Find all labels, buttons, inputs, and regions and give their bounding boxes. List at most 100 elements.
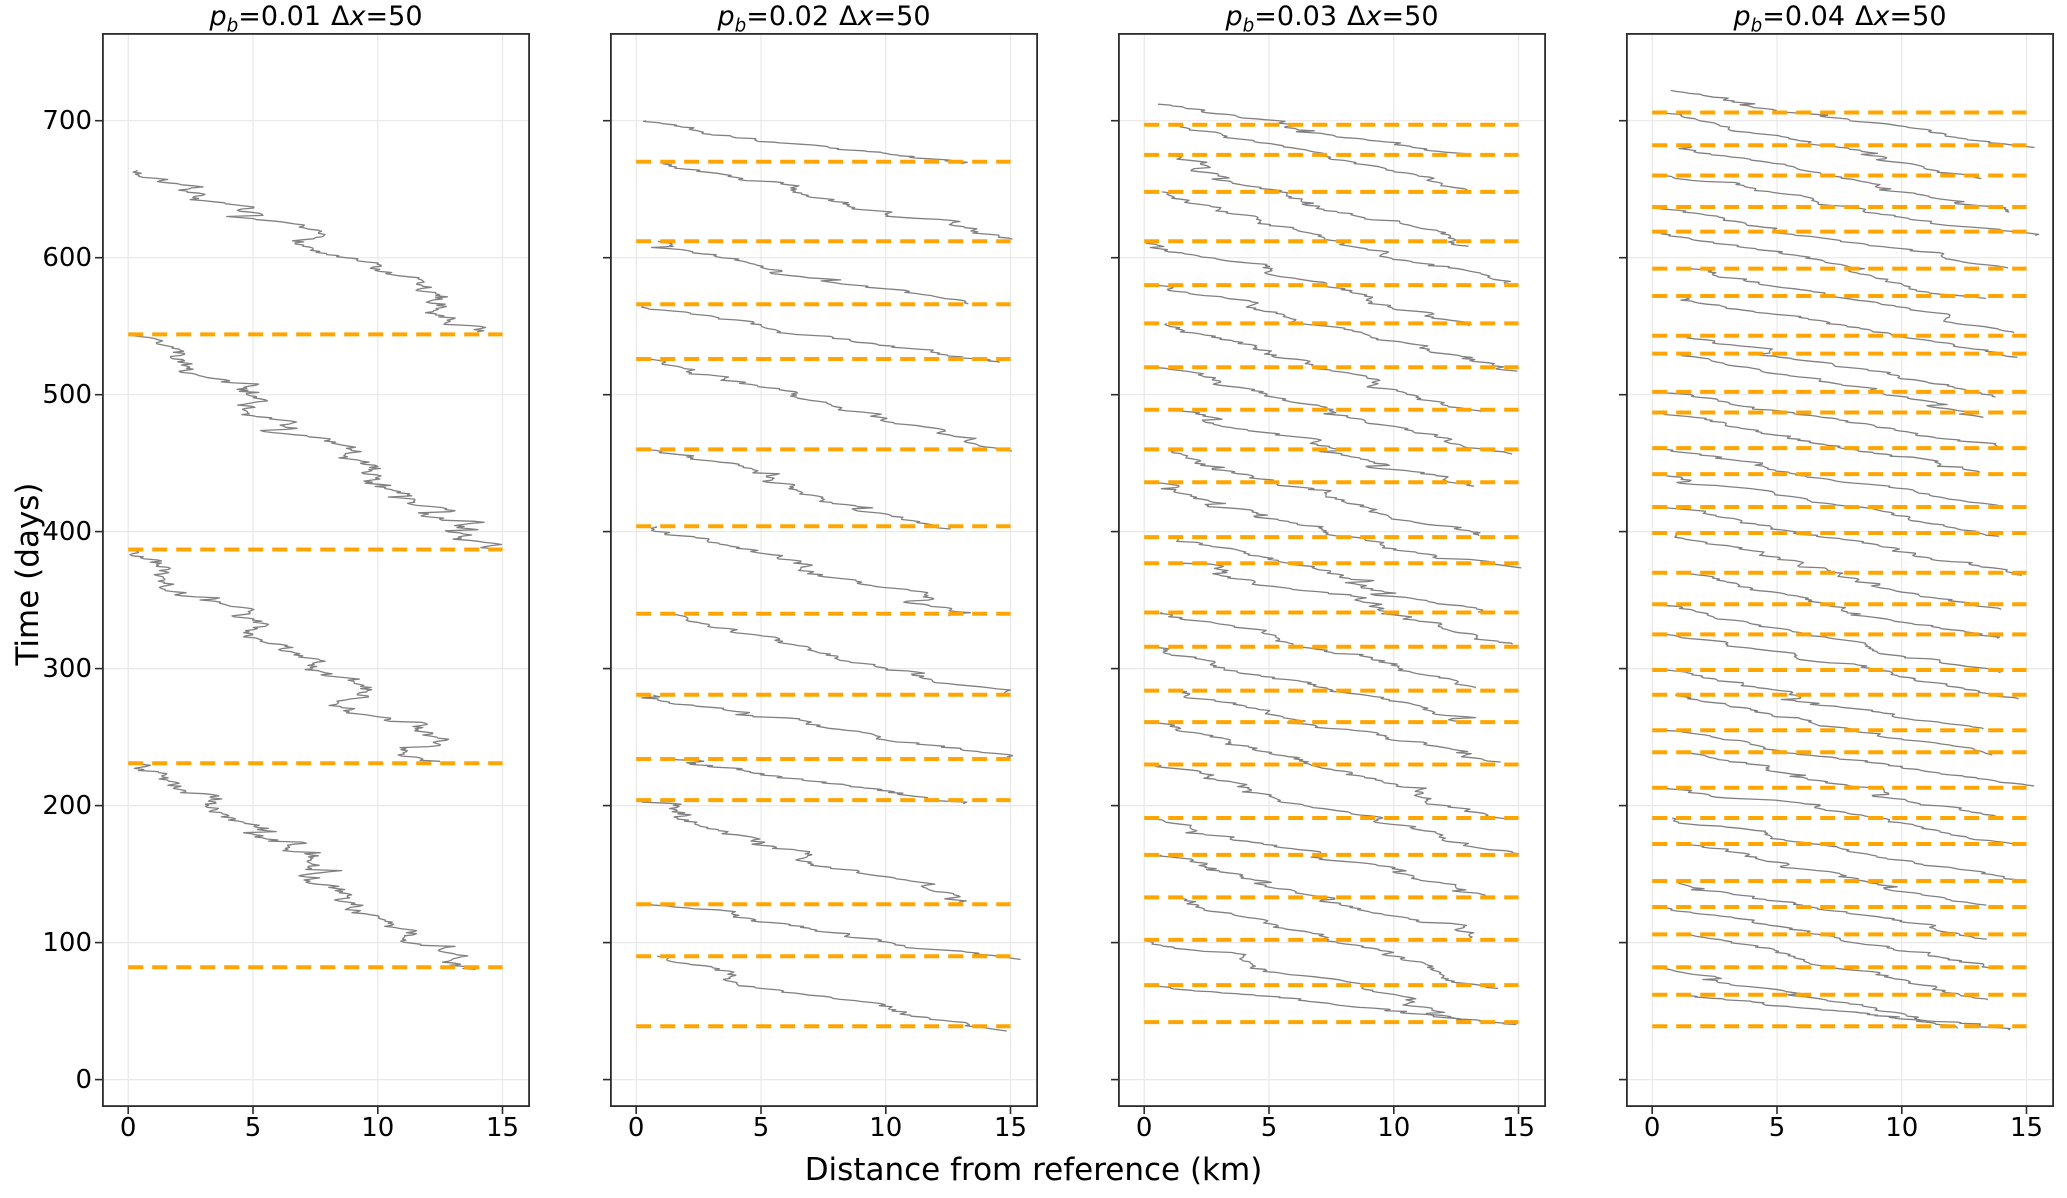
migration-trajectory: [1667, 669, 1984, 730]
plot-area-pb-0.01: [95, 32, 531, 1114]
x-tick-label: 0: [627, 1113, 645, 1143]
title-value2: =50: [1381, 1, 1439, 32]
title-value: =0.01: [238, 1, 322, 32]
y-tick-label: 400: [42, 516, 92, 547]
migration-trajectory: [1176, 124, 1468, 191]
x-tick-label: 0: [1135, 1113, 1153, 1143]
subplot-title-1: pb=0.01 Δx=50: [102, 1, 530, 37]
migration-trajectory: [1664, 391, 1998, 447]
migration-trajectory: [1155, 284, 1518, 372]
migration-trajectory: [1171, 896, 1499, 990]
migration-trajectory: [1677, 295, 2018, 358]
title-var-x: x: [349, 1, 366, 32]
title-delta: Δ: [1855, 1, 1874, 32]
migration-trajectory: [657, 955, 1007, 1032]
title-var-x: x: [857, 1, 874, 32]
title-value: =0.03: [1254, 1, 1338, 32]
migration-trajectory: [1677, 880, 1987, 940]
migration-trajectory: [1176, 536, 1484, 613]
title-var-x: x: [1873, 1, 1890, 32]
title-value2: =50: [1889, 1, 1947, 32]
migration-trajectory: [641, 694, 1014, 759]
migration-trajectory: [1180, 562, 1513, 645]
migration-trajectory: [1661, 447, 2004, 509]
migration-trajectory: [1655, 966, 1959, 1029]
migration-trajectory: [1659, 729, 2035, 787]
migration-trajectory: [641, 303, 1000, 363]
x-tick-label: 5: [1260, 1113, 1278, 1143]
migration-trajectory: [1666, 787, 2016, 845]
y-tick-label: 500: [42, 379, 92, 410]
plot-area-pb-0.02: [603, 32, 1039, 1114]
migration-trajectory: [1170, 154, 1469, 247]
migration-trajectory: [129, 334, 503, 551]
x-tick-label: 10: [1885, 1113, 1919, 1143]
plot-area-pb-0.04: [1619, 32, 2055, 1114]
migration-trajectory: [1153, 763, 1520, 855]
y-tick-label: 700: [42, 105, 92, 136]
axes-spine: [1117, 32, 1547, 1107]
migration-trajectory: [1686, 843, 1987, 906]
title-var-x: x: [1365, 1, 1382, 32]
migration-trajectory: [1670, 89, 2035, 149]
migration-trajectory: [1661, 906, 1991, 969]
migration-trajectory: [1680, 994, 2011, 1031]
migration-trajectory: [1674, 694, 1993, 756]
migration-trajectory: [1658, 473, 2000, 537]
migration-trajectory: [129, 548, 450, 762]
title-value2: =50: [365, 1, 423, 32]
title-var-p: p: [1733, 1, 1751, 32]
plot-area-pb-0.03: [1111, 32, 1547, 1114]
migration-trajectory: [1685, 751, 2004, 819]
title-value2: =50: [873, 1, 931, 32]
migration-trajectory: [1675, 335, 1996, 398]
migration-trajectory: [1159, 611, 1477, 689]
migration-trajectory: [1145, 939, 1466, 1023]
axes-spine: [1625, 32, 2055, 1107]
migration-trajectory: [1151, 721, 1508, 821]
title-delta: Δ: [331, 1, 350, 32]
migration-trajectory: [1671, 817, 2017, 881]
y-tick-label: 300: [42, 653, 92, 684]
subplot-title-3: pb=0.03 Δx=50: [1118, 1, 1546, 37]
axes-spine: [609, 32, 1039, 1107]
migration-trajectory: [1161, 191, 1511, 286]
migration-trajectory: [1665, 633, 2019, 700]
x-axis-label: Distance from reference (km): [804, 1152, 1263, 1188]
migration-trajectory: [133, 762, 476, 971]
y-tick-label: 200: [42, 790, 92, 821]
subplot-pb-0.04: [1619, 32, 2055, 1114]
x-tick-label: 15: [486, 1113, 520, 1143]
migration-trajectory: [1679, 353, 1984, 418]
migration-trajectory: [1660, 506, 2022, 576]
subplot-title-4: pb=0.04 Δx=50: [1626, 1, 2054, 37]
title-sub-b: b: [734, 15, 747, 37]
subplot-pb-0.03: [1111, 32, 1547, 1114]
migration-trajectory: [671, 758, 968, 805]
migration-trajectory: [1149, 646, 1477, 724]
migration-trajectory: [1658, 230, 1986, 300]
migration-trajectory: [644, 903, 1021, 961]
migration-trajectory: [644, 448, 951, 530]
migration-trajectory: [1152, 366, 1513, 455]
migration-trajectory: [650, 525, 971, 617]
migration-trajectory: [1157, 103, 1472, 157]
migration-trajectory: [132, 169, 487, 333]
migration-trajectory: [1170, 448, 1481, 537]
migration-trajectory: [650, 240, 969, 305]
x-tick-label: 0: [1643, 1113, 1661, 1143]
x-tick-label: 15: [994, 1113, 1028, 1143]
x-tick-label: 10: [869, 1113, 903, 1143]
migration-trajectory: [1686, 267, 2015, 334]
migration-trajectory: [669, 613, 1012, 694]
axes-spine: [101, 32, 531, 1107]
title-value: =0.02: [746, 1, 830, 32]
y-tick-label: 600: [42, 242, 92, 273]
x-tick-label: 5: [752, 1113, 770, 1143]
x-tick-label: 5: [1768, 1113, 1786, 1143]
y-tick-label: 0: [75, 1064, 92, 1095]
x-tick-label: 5: [244, 1113, 262, 1143]
x-tick-label: 10: [361, 1113, 395, 1143]
migration-trajectory: [642, 120, 968, 165]
